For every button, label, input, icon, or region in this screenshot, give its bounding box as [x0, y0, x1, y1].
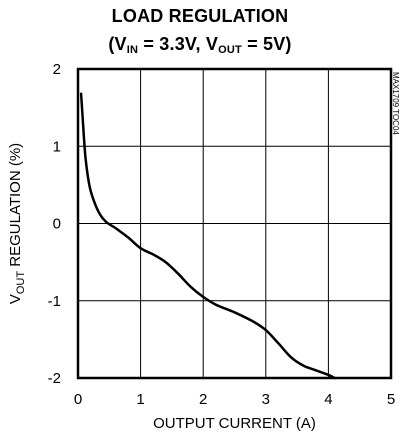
- title-vout-subscript: OUT: [218, 44, 242, 56]
- y-tick-label-0: 0: [53, 216, 61, 233]
- chart-title-line1: LOAD REGULATION: [111, 6, 289, 26]
- figure-code-note: MAX1709 TOC04: [391, 72, 400, 135]
- y-axis-label: VOUT REGULATION (%): [7, 143, 27, 304]
- title-vin-prefix: (V: [108, 34, 127, 54]
- chart-title-line2: (VIN = 3.3V, VOUT = 5V): [0, 34, 400, 56]
- title-close: = 5V): [241, 34, 292, 54]
- y-axis-label-subscript: OUT: [15, 271, 27, 295]
- x-tick-label-2: 2: [199, 391, 207, 408]
- grid-lines: [78, 69, 391, 378]
- y-tick-label-neg2: -2: [48, 370, 61, 387]
- x-axis-label: OUTPUT CURRENT (A): [153, 415, 316, 432]
- series-line-regulation: [79, 92, 336, 380]
- title-mid: = 3.3V, V: [138, 34, 219, 54]
- x-tick-label-1: 1: [136, 391, 144, 408]
- y-tick-label-neg1: -1: [48, 293, 61, 310]
- y-axis-label-v: V: [7, 294, 24, 304]
- tick-labels: 0 1 2 3 4 5 2 1 0 -1 -2: [48, 61, 396, 408]
- y-tick-label-2: 2: [53, 61, 61, 78]
- x-tick-label-5: 5: [387, 391, 395, 408]
- x-tick-label-0: 0: [74, 391, 82, 408]
- y-axis-label-rest: REGULATION (%): [7, 143, 24, 271]
- y-tick-label-1: 1: [53, 138, 61, 155]
- title-vin-subscript: IN: [126, 44, 139, 56]
- plot-frame: [76, 67, 393, 380]
- x-tick-label-3: 3: [262, 391, 270, 408]
- x-tick-label-4: 4: [324, 391, 332, 408]
